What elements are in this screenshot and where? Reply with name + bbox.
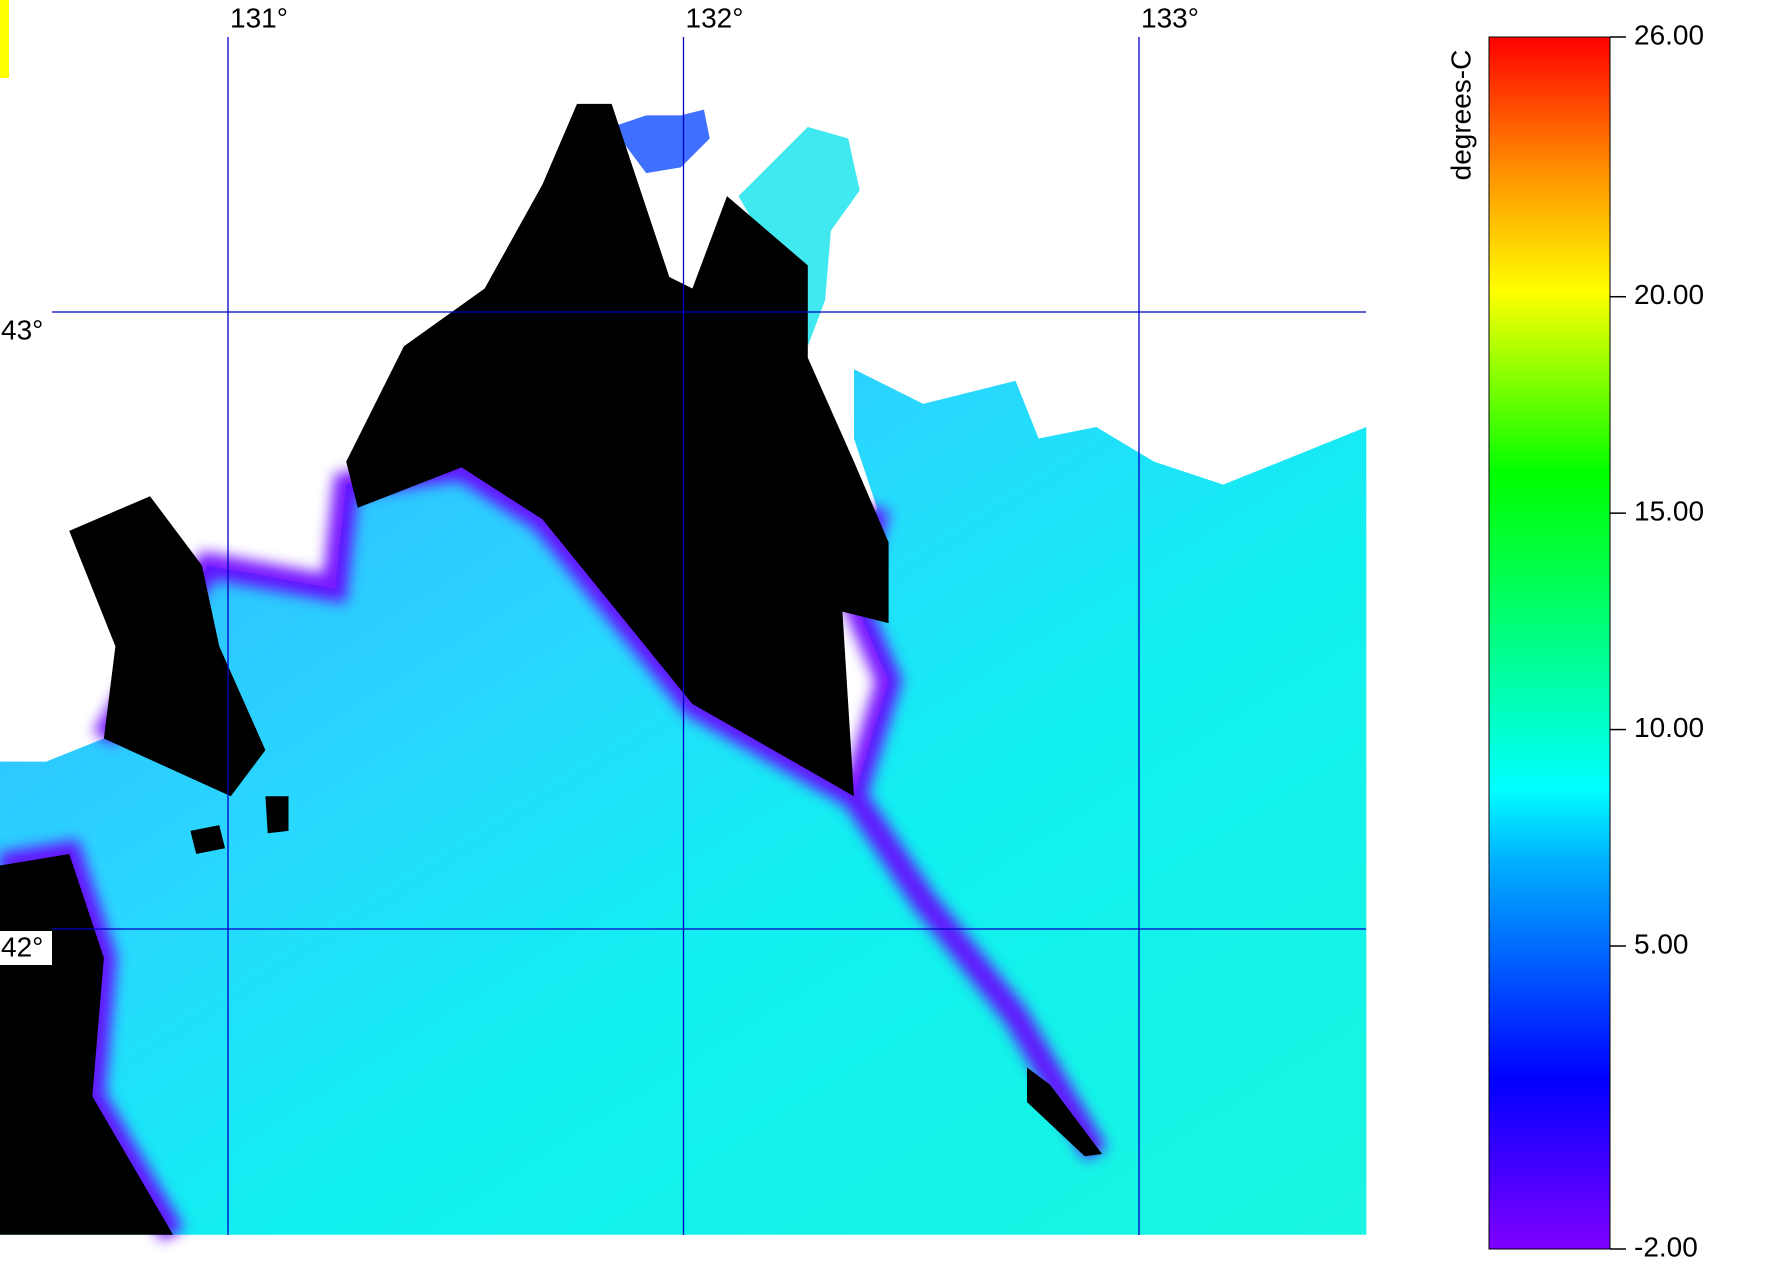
colorbar-tick-label: 5.00 — [1634, 928, 1689, 959]
colorbar-tick-label: 20.00 — [1634, 279, 1704, 310]
colorbar-tick-label: -2.00 — [1634, 1231, 1698, 1262]
colorbar-tick-label: 15.00 — [1634, 496, 1704, 527]
colorbar — [1488, 36, 1611, 1250]
colorbar-label: degrees-C — [1445, 50, 1476, 181]
colorbar-tick-label: 26.00 — [1634, 19, 1704, 50]
corner-mark — [0, 0, 9, 78]
graticule — [52, 37, 1366, 1235]
lon-label: 132° — [686, 2, 744, 33]
lat-label: 43° — [1, 314, 43, 345]
lat-label-box — [0, 931, 52, 965]
lat-label: 42° — [1, 931, 43, 962]
lon-label: 131° — [230, 2, 288, 33]
colorbar-ticks: 26.00 20.00 15.00 10.00 5.00 -2.00 — [1610, 19, 1704, 1262]
graticule-labels: 131° 132° 133° 43° 42° — [0, 2, 1199, 965]
colorbar-tick-label: 10.00 — [1634, 712, 1704, 743]
lat-label-box — [0, 314, 52, 348]
lon-label: 133° — [1141, 2, 1199, 33]
